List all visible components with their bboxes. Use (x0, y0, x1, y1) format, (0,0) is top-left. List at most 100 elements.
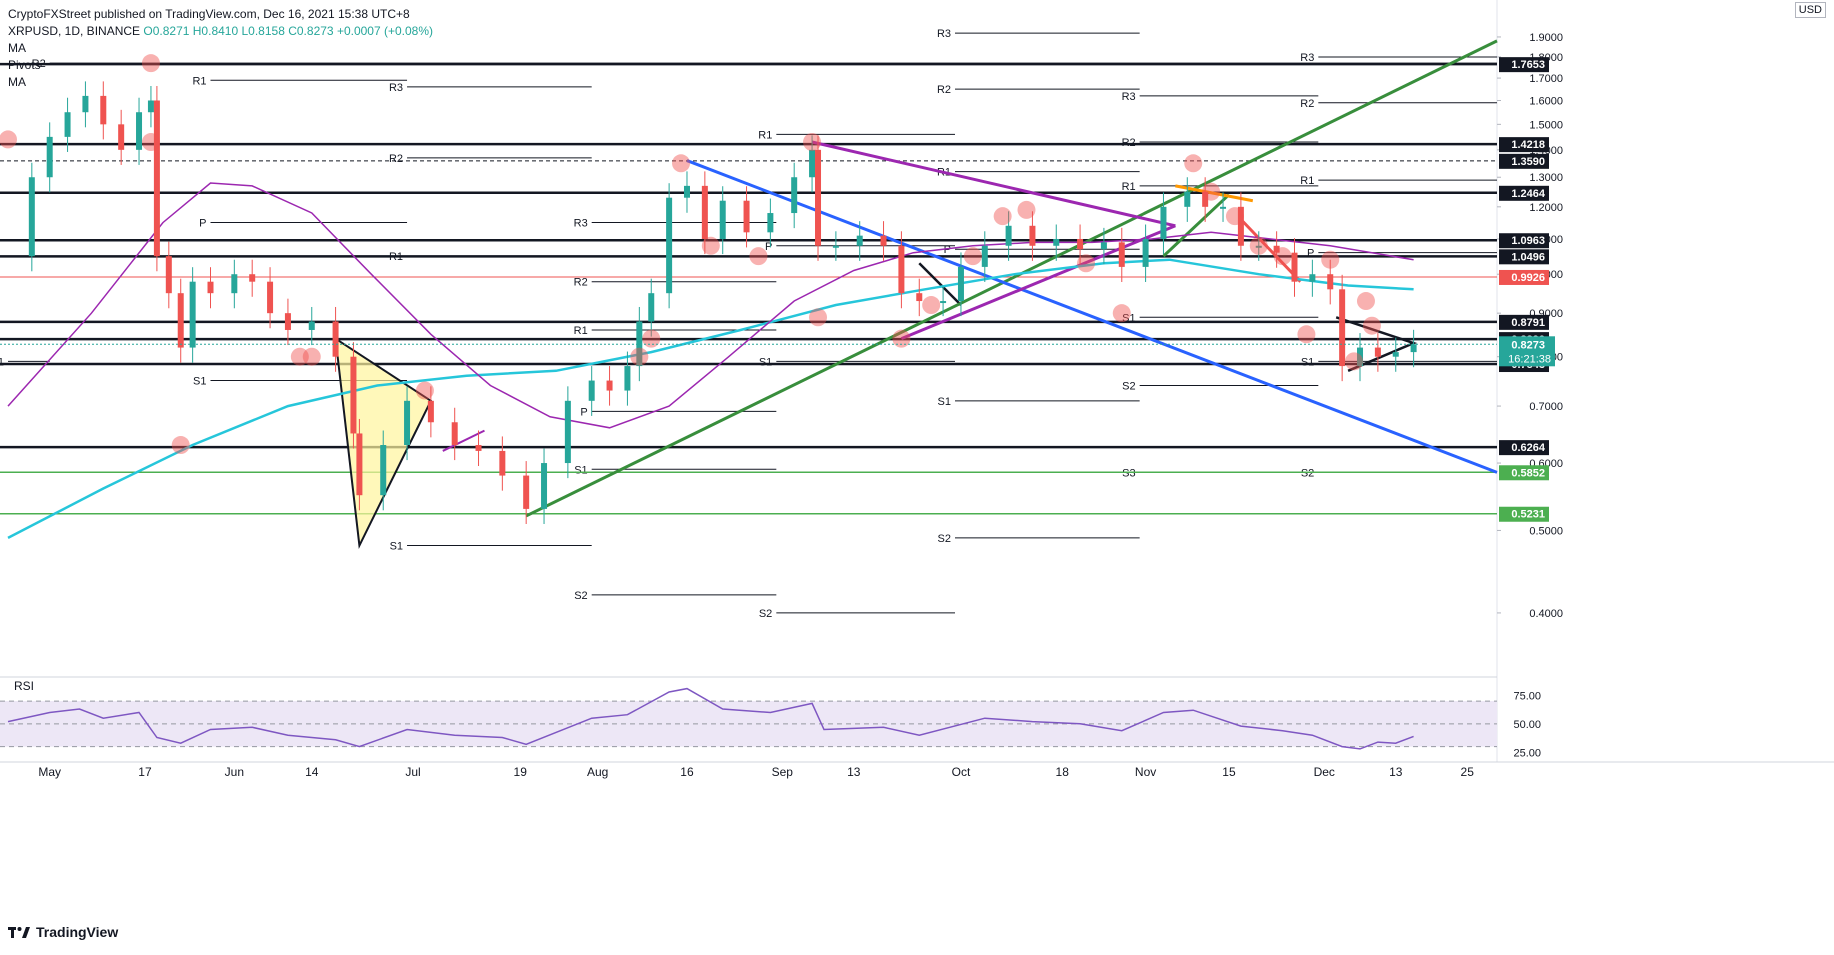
price-candle (1392, 352, 1399, 357)
rsi-tick-label: 75.00 (1513, 690, 1541, 702)
pivot-label: S2 (938, 533, 951, 545)
price-candle (791, 177, 798, 214)
price-candle (880, 235, 887, 246)
price-candle (28, 177, 35, 257)
pivot-label: P (765, 241, 772, 253)
price-candle (523, 475, 530, 509)
x-tick-label: 13 (847, 765, 861, 779)
x-tick-label: 14 (305, 765, 319, 779)
rsi-tick-label: 50.00 (1513, 719, 1541, 731)
currency-label[interactable]: USD (1794, 2, 1826, 18)
swing-point-marker (1356, 292, 1375, 311)
price-candle (743, 200, 750, 233)
y-tick-label: 0.4000 (1529, 608, 1563, 620)
key-level-tag (1499, 57, 1549, 73)
price-candle (683, 185, 690, 198)
ohlc-close: C0.8273 (288, 24, 334, 38)
chart-header: CryptoFXStreet published on TradingView.… (8, 6, 433, 91)
key-level-tag (1499, 153, 1549, 169)
swing-point-marker (809, 308, 828, 327)
pivot-label: S1 (193, 376, 206, 388)
tradingview-brand[interactable]: TradingView (8, 924, 118, 940)
swing-point-marker (803, 133, 822, 152)
price-candle (404, 400, 411, 446)
trendline-blue (686, 159, 1498, 474)
key-level-tag (1499, 465, 1549, 481)
price-candle (588, 380, 595, 401)
price-candle (1410, 344, 1417, 353)
price-candle (380, 445, 387, 496)
key-level-label: 0.9926 (1511, 272, 1545, 284)
tradingview-logo-icon (8, 927, 30, 938)
price-candle (231, 274, 238, 294)
price-candle (767, 213, 774, 233)
key-level-tag (1499, 137, 1549, 153)
swing-point-marker (1202, 182, 1221, 201)
trendline-purple (811, 140, 1176, 228)
swing-point-marker (963, 247, 982, 266)
x-tick-label: 16 (680, 765, 694, 779)
swing-point-marker (993, 207, 1012, 226)
pivot-label: R1 (1122, 181, 1136, 193)
pivot-label: R1 (758, 129, 772, 141)
rsi-tick-label: 25.00 (1513, 747, 1541, 759)
price-candle (1053, 238, 1060, 246)
pivot-label: S1 (759, 356, 772, 368)
price-candle (118, 124, 125, 150)
ohlc-high: H0.8410 (192, 24, 239, 38)
pivot-label: S1 (938, 396, 951, 408)
x-tick-label: Jun (225, 765, 244, 779)
key-level-tag (1499, 269, 1549, 285)
y-tick-label: 1.3000 (1529, 172, 1563, 184)
swing-point-marker (1112, 304, 1131, 323)
price-candle (46, 136, 53, 178)
y-tick-label: 0.7000 (1529, 401, 1563, 413)
black-flag-line (918, 262, 962, 306)
rsi-line (7, 687, 1414, 750)
swing-point-marker (302, 347, 321, 366)
swing-point-marker (141, 54, 160, 73)
swing-point-marker (1225, 207, 1244, 226)
pivot-label: P (944, 244, 951, 256)
price-candle (1184, 191, 1191, 207)
pivot-label: R1 (574, 325, 588, 337)
price-candle (916, 293, 923, 302)
price-candle (815, 149, 822, 246)
trendline-red (1239, 218, 1302, 283)
swing-point-marker (892, 329, 911, 348)
price-candle (624, 366, 631, 391)
purple-flag-line (442, 429, 485, 452)
last-price-tag (1499, 336, 1555, 367)
indicator-pivots[interactable]: Pivots (8, 58, 41, 72)
swing-point-marker (672, 154, 691, 173)
pivot-label: S2 (574, 590, 587, 602)
swing-point-marker (0, 130, 17, 149)
trendline-green (1162, 193, 1231, 258)
ohlc-change: +0.0007 (+0.08%) (336, 24, 434, 38)
swing-point-marker (1362, 316, 1381, 335)
price-candle (1339, 289, 1346, 367)
price-candle (332, 321, 339, 357)
swing-point-marker (749, 247, 768, 266)
price-candle (1255, 245, 1262, 248)
indicator-ma-2[interactable]: MA (8, 75, 26, 89)
x-tick-label: 25 (1461, 765, 1475, 779)
pivot-label: R2 (1300, 98, 1314, 110)
price-candle (147, 100, 154, 113)
pivot-label: S1 (0, 356, 4, 368)
indicator-ma-1[interactable]: MA (8, 41, 26, 55)
price-candle (177, 293, 184, 348)
key-level-tag (1499, 440, 1549, 456)
key-level-tag (1499, 233, 1549, 249)
price-candle (606, 380, 613, 391)
key-level-label: 0.6264 (1511, 442, 1546, 454)
price-candle (308, 321, 315, 330)
price-candle (1237, 206, 1244, 246)
swing-point-marker (1321, 250, 1340, 269)
price-candle (153, 100, 160, 257)
price-candle (475, 445, 482, 451)
swing-point-marker (630, 347, 649, 366)
pivot-label: R2 (574, 277, 588, 289)
